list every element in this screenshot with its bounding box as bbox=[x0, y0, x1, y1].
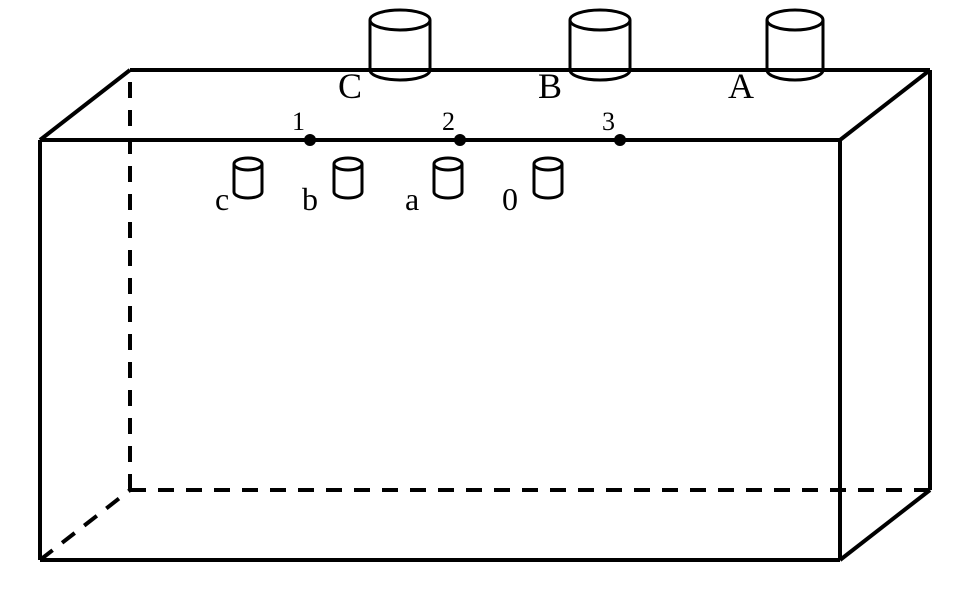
cyl-c bbox=[234, 158, 262, 198]
label-dot-2: 2 bbox=[442, 107, 455, 136]
label-B: B bbox=[538, 66, 562, 106]
cyl-0 bbox=[534, 158, 562, 198]
dot-1 bbox=[304, 134, 316, 146]
label-dot-3: 3 bbox=[602, 107, 615, 136]
edge-bottom-left-depth bbox=[40, 490, 130, 560]
edge-top-left-depth bbox=[40, 70, 130, 140]
label-C: C bbox=[338, 66, 362, 106]
label-dot-1: 1 bbox=[292, 107, 305, 136]
cyl-b bbox=[334, 158, 362, 198]
edge-bottom-right-depth bbox=[840, 490, 930, 560]
label-c: c bbox=[215, 181, 229, 217]
label-b: b bbox=[302, 181, 318, 217]
cyl-a bbox=[434, 158, 462, 198]
label-a: a bbox=[405, 181, 419, 217]
dot-2 bbox=[454, 134, 466, 146]
dot-3 bbox=[614, 134, 626, 146]
edge-top-right-depth bbox=[840, 70, 930, 140]
label-0: 0 bbox=[502, 181, 518, 217]
label-A: A bbox=[728, 66, 754, 106]
